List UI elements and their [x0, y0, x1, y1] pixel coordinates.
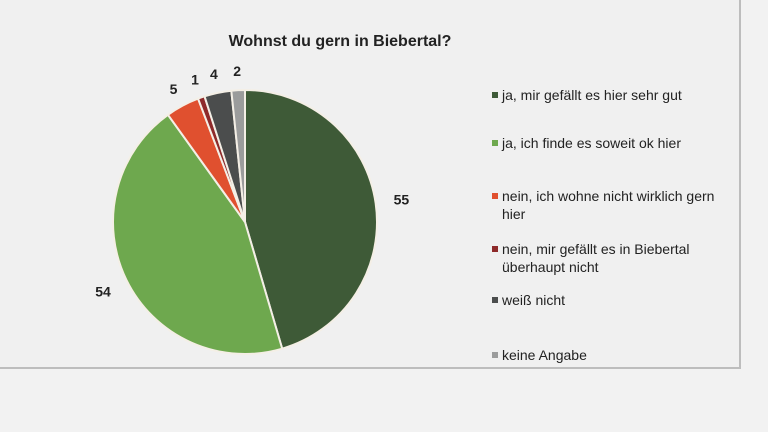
- data-label: 1: [191, 72, 199, 88]
- data-label: 4: [210, 66, 218, 82]
- legend-label: weiß nicht: [502, 292, 566, 308]
- legend-swatch: [492, 92, 498, 98]
- chart-title: Wohnst du gern in Biebertal?: [228, 33, 452, 50]
- pie-slice: [230, 88, 246, 223]
- pie-slice: [112, 113, 284, 355]
- legend-label: ja, ich finde es soweit ok hier: [502, 135, 681, 151]
- legend-item: weiß nicht: [492, 291, 732, 309]
- data-label: 2: [233, 63, 241, 79]
- legend-label: keine Angabe: [502, 347, 587, 363]
- legend-swatch: [492, 246, 498, 252]
- legend-swatch: [492, 297, 498, 303]
- legend-item: ja, mir gefällt es hier sehr gut: [492, 86, 732, 104]
- legend-item: ja, ich finde es soweit ok hier: [492, 134, 732, 152]
- legend-item: keine Angabe: [492, 346, 732, 364]
- legend-item: nein, ich wohne nicht wirklich gern hier: [492, 187, 732, 223]
- data-label: 55: [394, 192, 410, 208]
- legend-label: ja, mir gefällt es hier sehr gut: [502, 87, 682, 103]
- legend-item: nein, mir gefällt es in Biebertal überha…: [492, 240, 732, 276]
- legend-label: nein, ich wohne nicht wirklich gern hier: [502, 188, 715, 222]
- pie-slice: [244, 88, 378, 350]
- legend-label: nein, mir gefällt es in Biebertal überha…: [502, 241, 690, 275]
- data-label: 5: [170, 81, 178, 97]
- legend-swatch: [492, 352, 498, 358]
- legend-swatch: [492, 140, 498, 146]
- data-label: 54: [95, 283, 111, 299]
- legend-swatch: [492, 193, 498, 199]
